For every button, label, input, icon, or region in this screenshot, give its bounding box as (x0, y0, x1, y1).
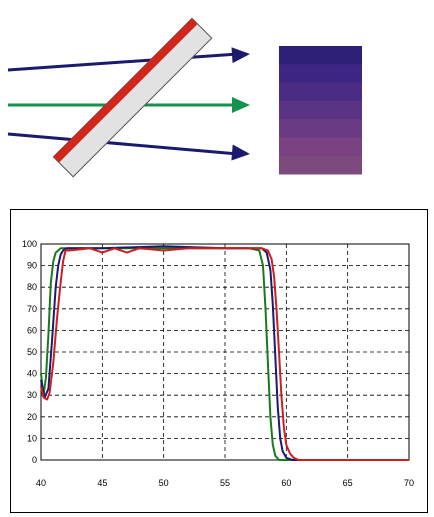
x-tick-label: 45 (97, 478, 107, 488)
filter-coating (53, 18, 198, 163)
series-line (40, 247, 409, 461)
filter-illustration (7, 17, 362, 178)
y-tick-label: 100 (22, 239, 37, 249)
y-tick-label: 80 (27, 282, 37, 292)
x-tick-label: 40 (36, 478, 46, 488)
swatch-band (279, 137, 362, 157)
y-tick-label: 40 (27, 369, 37, 379)
swatch-band (279, 46, 362, 65)
y-tick-label: 60 (27, 325, 37, 335)
swatch-band (279, 155, 362, 175)
light-ray-arrow (7, 52, 239, 72)
chart-grid (41, 244, 409, 460)
y-tick-label: 70 (27, 304, 37, 314)
series-line (40, 247, 409, 461)
swatch-band (279, 64, 362, 84)
x-tick-label: 60 (281, 478, 291, 488)
x-tick-label: 65 (343, 478, 353, 488)
arrowhead-icon (231, 144, 250, 161)
color-swatch (279, 46, 362, 175)
swatch-band (279, 82, 362, 102)
x-tick-label: 55 (220, 478, 230, 488)
y-tick-label: 20 (27, 412, 37, 422)
swatch-band (279, 100, 362, 120)
y-tick-label: 90 (27, 261, 37, 271)
light-ray-arrow (7, 132, 239, 156)
arrowhead-icon (232, 97, 250, 113)
y-tick-label: 50 (27, 347, 37, 357)
y-tick-label: 0 (32, 455, 37, 465)
swatch-band (279, 119, 362, 138)
y-tick-label: 30 (27, 390, 37, 400)
arrowhead-icon (231, 47, 250, 64)
x-tick-label: 70 (404, 478, 414, 488)
y-tick-label: 10 (27, 433, 37, 443)
x-tick-label: 50 (159, 478, 169, 488)
